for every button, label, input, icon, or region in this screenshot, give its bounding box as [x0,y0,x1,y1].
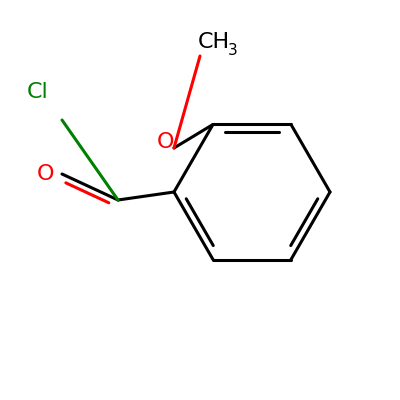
Text: 3: 3 [228,43,238,58]
Text: Cl: Cl [27,82,49,102]
Text: O: O [157,132,175,152]
Text: O: O [37,164,55,184]
Text: CH: CH [198,32,230,52]
